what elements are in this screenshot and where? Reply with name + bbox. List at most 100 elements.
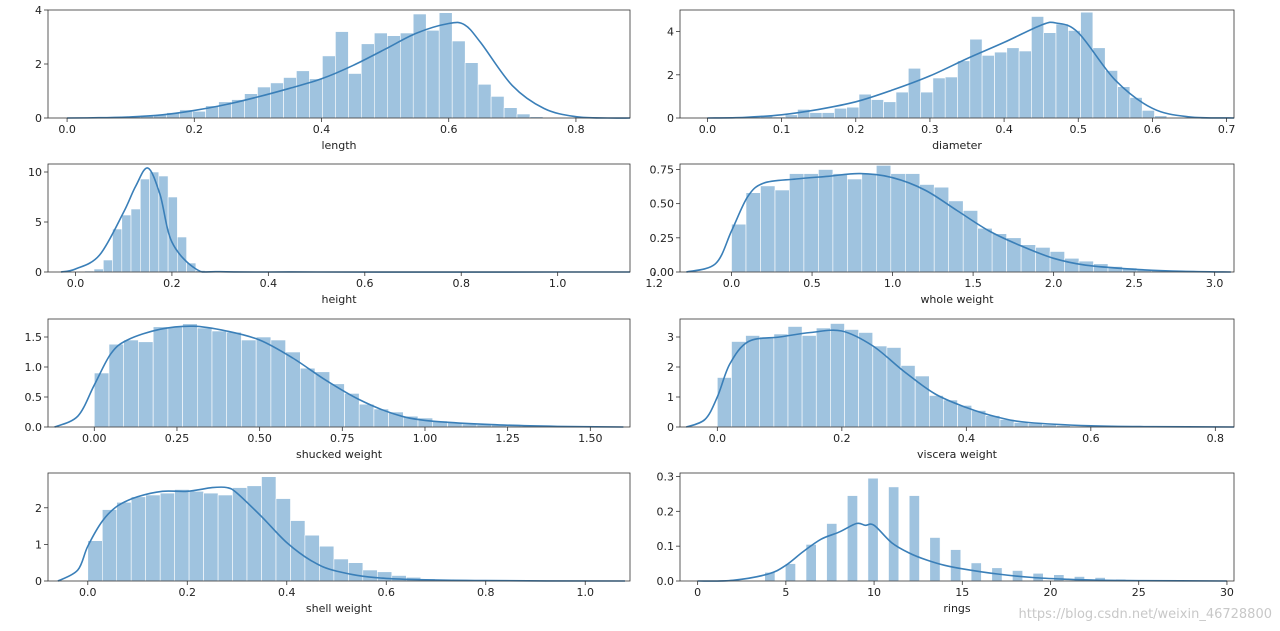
subplot-shell-weight: 0.0 0.2 0.4 0.6 0.8 1.0 0 1 2 shell weight: [35, 472, 631, 615]
axes-frame: [47, 163, 631, 273]
x-tick-label: 0.5: [803, 277, 821, 290]
hist-bar: [948, 200, 964, 273]
x-tick-label: 0.2: [163, 277, 181, 290]
hist-bar: [270, 82, 284, 119]
x-tick-label: 0.0: [723, 277, 741, 290]
x-tick-label: 0.4: [995, 123, 1013, 136]
x-tick-label: 0.6: [1144, 123, 1162, 136]
hist-bar: [140, 178, 150, 273]
hist-bar: [826, 523, 838, 582]
x-tick-label: 0: [694, 586, 701, 599]
hist-bar: [1141, 110, 1155, 119]
axes-frame: [679, 9, 1235, 119]
x-tick-label: 0.3: [921, 123, 939, 136]
x-axis-label: diameter: [932, 139, 982, 152]
y-tick-label: 2: [667, 69, 674, 82]
hist-bar: [716, 377, 732, 428]
hist-bar: [425, 29, 440, 119]
hist-bar: [847, 178, 863, 273]
hist-bar: [121, 214, 132, 273]
subplot-whole-weight: 0.0 0.5 1.0 1.5 2.0 2.5 3.0 0.00 0.25 0.50 0.75 who…: [650, 163, 1235, 306]
hist-bar: [477, 84, 492, 119]
hist-bar: [919, 184, 935, 273]
hist-bar: [821, 112, 835, 119]
hist-bar: [1092, 47, 1106, 119]
x-axis-label: rings: [943, 602, 971, 615]
y-tick-label: 1: [667, 391, 674, 404]
hist-bar: [217, 494, 233, 582]
hist-bar: [784, 563, 796, 582]
hist-bar: [490, 96, 505, 119]
x-tick-label: 0.4: [313, 123, 331, 136]
hist-bar: [981, 55, 995, 119]
hist-bar: [1031, 16, 1045, 119]
x-tick-label: 0.0: [699, 123, 717, 136]
x-tick-label: 0.1: [773, 123, 791, 136]
hist-bar: [112, 228, 123, 273]
subplot-rings: 0 5 10 15 20 25 30 0.0 0.1 0.2 0.3 rings: [657, 470, 1235, 615]
hist-bar: [188, 490, 204, 582]
hist-bar: [789, 173, 805, 273]
x-tick-label: 0.50: [247, 432, 272, 445]
hist-bar: [969, 38, 983, 119]
hist-bar: [322, 55, 336, 119]
hist-bar: [895, 91, 909, 119]
hist-bar: [1068, 30, 1081, 119]
hist-bar: [907, 68, 921, 119]
y-tick-label: 0: [667, 421, 674, 434]
hist-bar: [299, 367, 316, 428]
hist-bar: [283, 77, 297, 119]
y-tick-label: 0.75: [650, 163, 675, 176]
y-tick-label: 0: [35, 112, 42, 125]
hist-bar: [1053, 574, 1065, 582]
hist-bar: [731, 341, 746, 428]
x-axis-label: viscera weight: [917, 448, 998, 461]
hist-bar: [846, 106, 860, 119]
y-tick-label: 4: [667, 26, 674, 39]
y-tick-label: 0.1: [657, 540, 675, 553]
y-tick-label: 4: [35, 4, 42, 17]
hist-bar: [285, 351, 301, 428]
hist-bar: [774, 189, 790, 273]
hist-bar: [93, 268, 104, 273]
x-tick-label: 1.25: [495, 432, 520, 445]
hist-bar: [1105, 70, 1118, 119]
axes-frame: [47, 472, 631, 582]
hist-bar: [246, 485, 262, 582]
x-tick-label: 1.50: [578, 432, 603, 445]
hist-bar: [928, 395, 944, 428]
hist-bar: [872, 345, 888, 428]
hist-bar: [203, 492, 219, 582]
x-axis-label: length: [321, 139, 356, 152]
hist-bar: [867, 477, 879, 582]
axes-frame: [679, 472, 1235, 582]
hist-bar: [399, 32, 414, 119]
x-tick-label: 3.0: [1206, 277, 1224, 290]
x-tick-label: 0.4: [278, 586, 296, 599]
x-tick-label: 0.2: [847, 123, 865, 136]
hist-bar: [116, 501, 132, 582]
hist-bar: [503, 107, 518, 119]
y-tick-label: 2: [35, 58, 42, 71]
x-tick-label: 0.2: [186, 123, 204, 136]
x-tick-label: 10: [867, 586, 881, 599]
hist-bar: [438, 12, 453, 119]
hist-bar: [309, 78, 323, 119]
hist-bar: [373, 32, 388, 119]
y-tick-label: 2: [35, 502, 42, 515]
subplot-length: 0.0 0.2 0.4 0.6 0.8 0 2 4 length: [35, 4, 631, 152]
y-tick-label: 0.2: [657, 505, 675, 518]
y-tick-label: 10: [28, 166, 42, 179]
hist-bar: [182, 323, 198, 428]
y-tick-label: 1.0: [25, 361, 43, 374]
hist-bar: [920, 91, 934, 119]
hist-bar: [944, 76, 958, 119]
hist-bar: [232, 487, 248, 582]
x-tick-label: 0.6: [356, 277, 374, 290]
hist-bar: [314, 371, 330, 428]
hist-bar: [861, 173, 877, 273]
x-tick-label: 15: [955, 586, 969, 599]
x-tick-label: 1.0: [576, 586, 594, 599]
x-tick-label: 1.0: [884, 277, 902, 290]
axes-frame: [47, 318, 631, 428]
